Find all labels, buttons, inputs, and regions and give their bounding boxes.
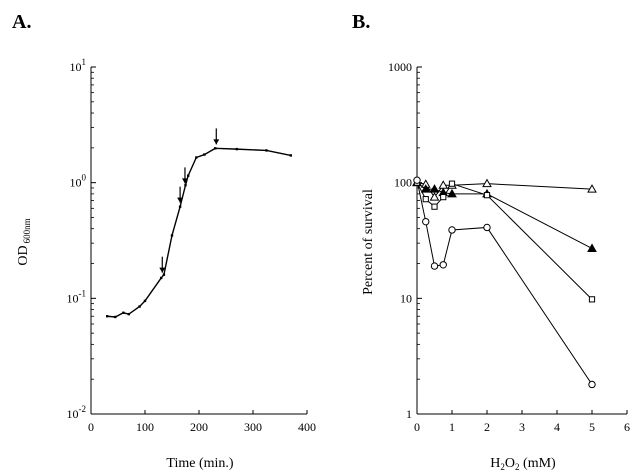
circle-marker [413,176,421,184]
panel-a-x-tick-label: 300 [244,420,262,434]
triangle-marker [429,192,440,201]
arrow-head [177,197,184,203]
square-marker [448,180,456,187]
panel-a-y-tick-label: 10-1 [67,288,87,305]
arrow-head [159,267,166,273]
panel-a-point [265,149,268,152]
panel-b-x-tick-label: 2 [484,420,490,434]
triangle-marker [447,188,457,198]
triangle-marker [420,184,431,193]
triangle-marker [587,184,597,193]
panel-b-y-tick-label: 100 [394,176,412,190]
circle-marker [430,262,439,270]
panel-b-markers-square-open [413,179,596,303]
panel-b-letter: B. [352,11,370,33]
panel-b-x-tick-label: 0 [414,420,420,434]
panel-a-point [214,147,217,150]
panel-a-point [184,184,187,187]
panel-a-point [195,156,198,159]
panel-a-point [122,311,125,314]
panel-b-x-tick-label: 1 [449,420,455,434]
panel-b-y-tick-label: 10 [400,291,412,305]
panel-b-x-label: H2O2 (mM) [490,456,556,472]
triangle-marker [587,243,597,252]
circle-marker [588,380,596,389]
panel-a-point [235,147,238,151]
sampling-arrow-icon [159,256,166,273]
panel-a-point [162,273,166,276]
panel-b-x-tick-label: 4 [554,420,560,434]
circle-marker [439,261,447,269]
panel-a-point [138,305,141,308]
panel-a-point [170,234,174,237]
panel-a-y-tick-label: 10-2 [67,404,87,421]
panel-a-point [187,174,190,177]
sampling-arrow-icon [181,167,188,184]
panel-a-x-tick-label: 200 [190,420,208,434]
arrow-head [181,178,188,184]
panel-a-x-tick-label: 400 [298,420,316,434]
panel-a-x-tick-label: 100 [136,420,154,434]
panel-a-point [106,315,109,318]
panel-b-series-line [416,180,593,385]
triangle-marker [482,178,492,188]
panel-b-markers-circle-open [413,176,596,389]
arrow-head [213,139,220,145]
circle-marker [422,217,430,226]
panel-a-growth-curve [107,147,291,318]
circle-marker [483,223,491,232]
panel-b-x-tick-label: 6 [624,420,630,434]
sampling-arrow-icon [213,128,220,145]
panel-a-y-label: OD600nm [16,218,32,265]
panel-b-x-tick-label: 3 [519,420,525,434]
panel-a-point [114,315,117,319]
panel-a-y-tick-label: 100 [70,173,87,190]
sampling-arrow-icon [177,186,184,203]
panel-a-point [127,312,130,316]
square-marker [431,203,438,210]
square-marker [588,296,596,303]
panel-a-point [143,299,147,303]
panel-a-point [178,205,182,208]
panel-b-x-tick-label: 5 [589,420,595,434]
panel-a-point [160,276,163,280]
panel-a-point [203,153,206,156]
panel-a-x-tick-label: 0 [88,420,94,434]
panel-b-series-circle-open [416,180,593,385]
square-marker [422,196,429,203]
panel-b-markers-triangle-filled [412,177,597,252]
square-marker [483,192,491,199]
panel-b-y-tick-label: 1 [406,407,412,421]
panel-a-x-label: Time (min.) [166,456,233,471]
panel-b-y-tick-label: 1000 [388,60,412,74]
circle-marker [448,226,456,234]
panel-a-letter: A. [12,11,31,33]
square-marker [440,194,447,201]
triangle-marker [429,184,440,193]
panel-a-y-tick-label: 101 [70,57,87,74]
panel-a-point [289,154,292,157]
panel-b-y-label: Percent of survival [361,189,376,295]
